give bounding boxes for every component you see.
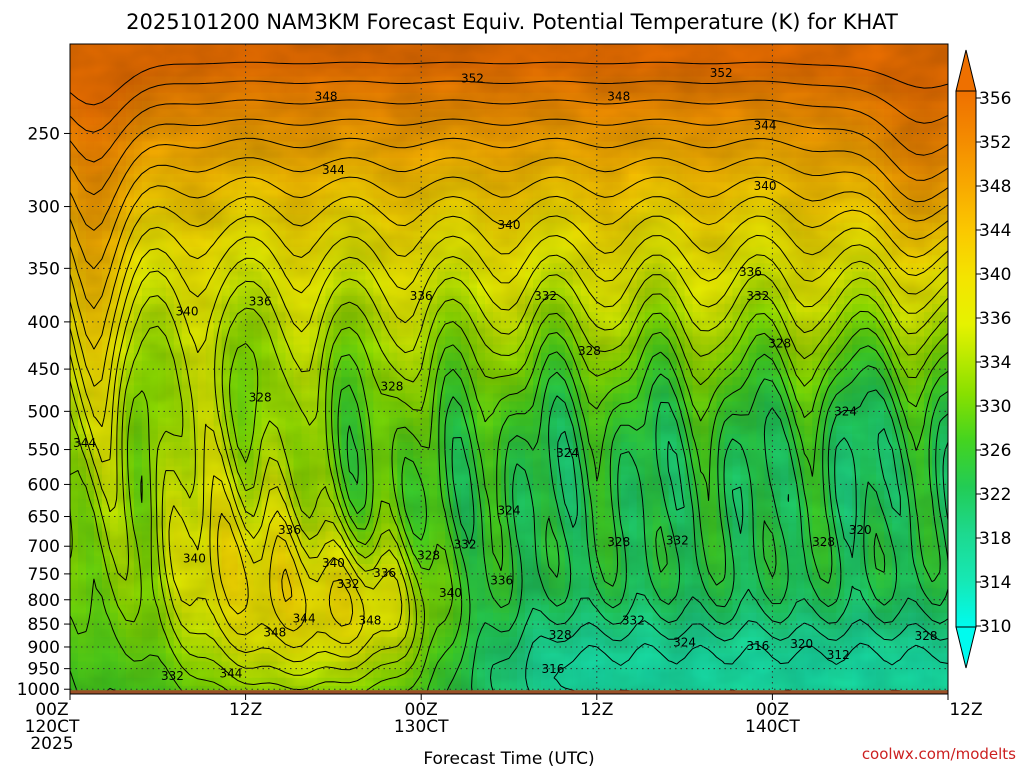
chart-title: 2025101200 NAM3KM Forecast Equiv. Potent… <box>126 10 898 34</box>
